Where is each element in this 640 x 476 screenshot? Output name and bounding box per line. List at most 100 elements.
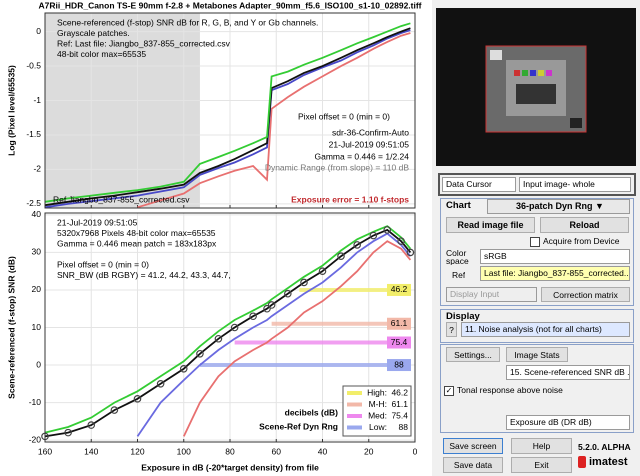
point-marker bbox=[64, 428, 72, 437]
settings-button[interactable]: Settings... bbox=[446, 347, 500, 362]
annotation: Ref Jiangbo_837-855_corrected.csv bbox=[53, 194, 190, 204]
series-line bbox=[44, 27, 411, 207]
reload-button[interactable]: Reload bbox=[540, 217, 629, 233]
plot-select[interactable]: 15. Scene-referenced SNR dB ... bbox=[506, 365, 630, 380]
series-line bbox=[44, 228, 412, 438]
point-marker bbox=[383, 226, 392, 234]
annotation: Ref: Last file: Jiangbo_837-855_correcte… bbox=[57, 38, 231, 48]
x-tick-label: 20 bbox=[364, 446, 374, 456]
y-tick-label: 30 bbox=[32, 247, 42, 257]
dyn-range-label: 88 bbox=[394, 359, 404, 369]
tonal-checkbox[interactable]: ✓ bbox=[444, 385, 454, 396]
exposure-select[interactable]: Exposure dB (DR dB) bbox=[506, 415, 630, 430]
y-tick-label: -20 bbox=[29, 434, 42, 444]
annotation: 21-Jul-2019 09:51:05 bbox=[57, 217, 138, 227]
y-tick-label: -0.5 bbox=[26, 60, 41, 70]
patch bbox=[538, 70, 544, 76]
dyn-range-label: 46.2 bbox=[391, 284, 408, 294]
series-line bbox=[44, 225, 412, 434]
chart-select-text: 36-patch Dyn Rng bbox=[516, 201, 593, 211]
annotation: Pixel offset = 0 (min = 0) bbox=[57, 259, 149, 269]
annotation: sdr-36-Confirm-Auto bbox=[332, 127, 409, 137]
display-select[interactable]: 11. Noise analysis (not for all charts) bbox=[461, 322, 630, 337]
exit-button[interactable]: Exit bbox=[511, 457, 572, 473]
y-tick-label: 0 bbox=[36, 26, 41, 36]
annotation: 48-bit color max=65535 bbox=[57, 49, 146, 59]
point-marker bbox=[179, 364, 188, 373]
color-space-label: Color space bbox=[446, 249, 469, 265]
point-marker bbox=[133, 395, 142, 403]
point-marker bbox=[156, 380, 165, 388]
dyn-range-label-box bbox=[387, 359, 411, 372]
help-small[interactable]: ? bbox=[446, 322, 457, 337]
patch bbox=[490, 50, 502, 60]
point-marker bbox=[397, 237, 405, 245]
y-tick-label: -2.5 bbox=[26, 198, 41, 208]
brand: imatest bbox=[589, 456, 628, 468]
annotation: 5320x7968 Pixels 48-bit color max=65535 bbox=[57, 228, 216, 238]
chart-label: Chart bbox=[446, 200, 471, 211]
chart-panel bbox=[440, 198, 634, 306]
x-tick-label: 140 bbox=[84, 446, 98, 456]
figure: 0 -0.5 -1 -1.5 -2 -2.5 Log (Pixel level/65535)… bbox=[0, 0, 432, 476]
save-data-button[interactable]: Save data bbox=[443, 457, 503, 473]
series-line bbox=[136, 232, 412, 437]
point-marker bbox=[406, 248, 415, 257]
chart-select[interactable]: 36-patch Dyn Rng ▼ bbox=[487, 199, 630, 214]
dyn-range-subtitle: Scene-Ref Dyn Rng bbox=[259, 421, 338, 431]
x-tick-label: 60 bbox=[272, 446, 282, 456]
save-screen-button[interactable]: Save screen bbox=[443, 438, 503, 454]
settings-panel bbox=[440, 344, 634, 433]
y-tick-label: 20 bbox=[32, 284, 42, 294]
dyn-range-label: 75.4 bbox=[391, 337, 408, 347]
ref-label: Ref bbox=[452, 270, 466, 280]
y-axis-label: Log (Pixel level/65535) bbox=[6, 65, 16, 156]
display-input-select[interactable]: Display Input bbox=[446, 287, 537, 302]
annotation: Dynamic Range (from slope) = 110 dB bbox=[265, 162, 410, 172]
annotation: Gamma = 0.446 = 1/2.24 bbox=[314, 151, 409, 161]
shaded-region bbox=[45, 13, 200, 208]
point-marker bbox=[87, 421, 96, 429]
legend-value: 46.2 bbox=[391, 387, 408, 397]
tonal-row[interactable]: ✓ Tonal response above noise bbox=[444, 385, 563, 396]
annotation: SNR_BW (dB RGBY) = 41.2, 44.2, 43.3, 44.… bbox=[57, 270, 231, 280]
color-space-select[interactable]: sRGB bbox=[480, 249, 630, 264]
legend-name: High: bbox=[367, 387, 387, 397]
y-tick-label: -1.5 bbox=[26, 129, 41, 139]
acquire-checkbox[interactable] bbox=[530, 236, 540, 247]
patch bbox=[522, 70, 528, 76]
legend-name: Med: bbox=[368, 410, 387, 420]
acquire-row[interactable]: Acquire from Device bbox=[530, 236, 620, 247]
y-tick-label: -2 bbox=[33, 164, 41, 174]
stats-button[interactable]: Image Stats bbox=[506, 347, 568, 362]
legend-name: Low: bbox=[369, 422, 387, 432]
legend-value: 75.4 bbox=[391, 410, 408, 420]
input-select[interactable]: Input image- whole bbox=[519, 177, 631, 192]
annotation: 21-Jul-2019 09:51:05 bbox=[329, 139, 410, 149]
y-tick-label: 10 bbox=[32, 322, 42, 332]
point-marker bbox=[267, 301, 276, 309]
y-tick-label: -1 bbox=[33, 95, 41, 105]
data-cursor-select[interactable]: Data Cursor bbox=[442, 177, 516, 192]
point-marker bbox=[196, 349, 204, 358]
annotation: Grayscale patches. bbox=[57, 28, 130, 38]
y-tick-label: -10 bbox=[29, 397, 42, 407]
dyn-range-label-box bbox=[387, 283, 411, 296]
legend-value: 88 bbox=[399, 422, 409, 432]
x-axis-label: Exposure in dB (-20*target density) from… bbox=[141, 462, 319, 472]
ref-select[interactable]: Last file: Jiangbo_837-855_corrected.... bbox=[480, 266, 630, 281]
patch bbox=[514, 70, 520, 76]
correction-button[interactable]: Correction matrix bbox=[541, 287, 630, 302]
series-line bbox=[137, 32, 411, 209]
brand-icon bbox=[578, 456, 586, 468]
thumbnail bbox=[436, 8, 636, 166]
x-tick-label: 100 bbox=[177, 446, 191, 456]
display-label: Display bbox=[446, 311, 480, 322]
x-tick-label: 80 bbox=[225, 446, 235, 456]
patch bbox=[530, 70, 536, 76]
read-button[interactable]: Read image file bbox=[446, 217, 535, 233]
y-axis-label: Scene-referenced (f-stop) SNR (dB) bbox=[6, 256, 16, 399]
point-marker bbox=[300, 278, 308, 287]
display-panel bbox=[440, 309, 634, 343]
help-button[interactable]: Help bbox=[511, 438, 572, 454]
